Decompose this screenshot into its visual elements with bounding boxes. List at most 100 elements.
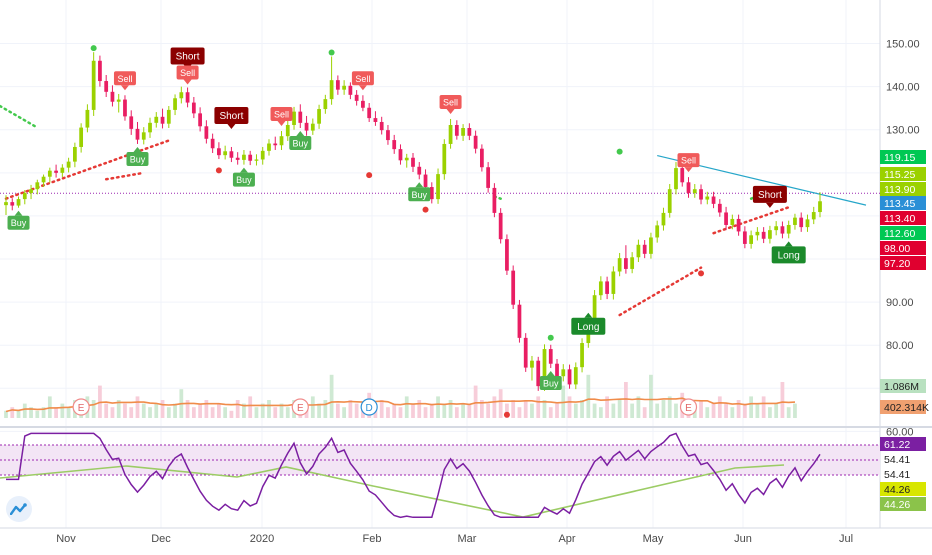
price-badge-label: 1.086M xyxy=(884,381,919,393)
candle-body xyxy=(185,92,190,103)
signal-pointer xyxy=(446,108,455,114)
candle-body xyxy=(85,109,90,128)
signal-pointer xyxy=(183,79,192,85)
candle-body xyxy=(329,80,334,100)
candle-body xyxy=(392,140,397,150)
price-badge-label: 402.314K xyxy=(884,402,929,414)
candle-body xyxy=(686,182,691,194)
candle-body xyxy=(705,196,710,200)
candle-body xyxy=(611,271,616,294)
candle-body xyxy=(22,193,27,200)
signal-pointer xyxy=(133,146,142,152)
signal-pointer xyxy=(14,210,23,216)
candle-body xyxy=(730,218,735,225)
candle-body xyxy=(110,91,115,102)
signal-box xyxy=(232,172,255,187)
tradingview-logo[interactable] xyxy=(6,496,32,522)
volume-bar xyxy=(649,374,653,418)
pivot-low-dot xyxy=(503,411,510,418)
candle-body xyxy=(361,100,365,108)
volume-bar xyxy=(10,407,15,418)
volume-bar xyxy=(160,400,165,418)
candle-body xyxy=(279,136,284,146)
candle-body xyxy=(818,201,822,213)
volume-bar xyxy=(511,400,516,418)
volume-bar xyxy=(429,403,434,418)
price-badge-box xyxy=(880,167,926,181)
event-marker-e: E xyxy=(679,398,698,416)
candle-body xyxy=(10,202,15,206)
candle-body xyxy=(285,124,290,137)
price-tick-label: 90.00 xyxy=(886,297,914,309)
volume-bar xyxy=(310,396,315,418)
event-marker-label: D xyxy=(366,403,373,414)
candle-body xyxy=(442,143,447,175)
candle-body xyxy=(267,143,271,151)
volume-bar xyxy=(104,403,109,418)
candle-body xyxy=(354,94,359,101)
volume-bar xyxy=(398,407,403,418)
candle-body xyxy=(198,113,202,127)
candle-body xyxy=(160,116,165,124)
volume-bar xyxy=(41,407,46,418)
signal-buy: Buy xyxy=(232,167,255,187)
candle-body xyxy=(135,128,140,140)
volume-bar xyxy=(411,403,415,418)
signal-text: Buy xyxy=(412,190,428,200)
price-badge-box xyxy=(880,196,926,210)
volume-bar xyxy=(555,403,559,418)
volume-bar xyxy=(768,407,772,418)
pivot-low-dot xyxy=(366,172,373,179)
volume-bar xyxy=(29,407,33,418)
candle-body xyxy=(674,168,678,190)
volume-bar xyxy=(536,396,541,418)
signal-pointer xyxy=(684,167,693,173)
volume-bar xyxy=(442,403,447,418)
volume-bar xyxy=(392,403,397,418)
volume-bar xyxy=(354,403,359,418)
event-marker-circle xyxy=(291,398,309,416)
price-badge: 115.25 xyxy=(880,167,926,181)
signal-pointer xyxy=(120,85,129,91)
volume-bar xyxy=(123,403,127,418)
volume-bar xyxy=(54,407,58,418)
price-badge-box xyxy=(880,241,926,255)
rsi-trend-line xyxy=(0,464,785,518)
volume-bar xyxy=(242,403,246,418)
candle-body xyxy=(479,148,484,168)
event-marker-d: D xyxy=(360,398,378,416)
time-tick-label: May xyxy=(643,533,664,545)
candle-body xyxy=(436,174,440,200)
pivot-low-dot xyxy=(215,167,222,174)
volume-bar xyxy=(148,407,152,418)
volume-bar xyxy=(342,407,347,418)
candle-body xyxy=(373,118,378,122)
signal-box xyxy=(539,376,562,391)
signal-box xyxy=(126,151,149,166)
volume-bar xyxy=(279,403,284,418)
volume-bar xyxy=(467,403,472,418)
event-marker-circle xyxy=(360,398,378,416)
candle-body xyxy=(561,369,566,377)
candle-body xyxy=(448,124,453,144)
candle-body xyxy=(254,159,259,161)
signal-box xyxy=(752,185,787,203)
rsi-badge-label: 54.41 xyxy=(884,454,910,466)
event-marker-e: E xyxy=(72,398,90,416)
volume-bar xyxy=(116,400,121,418)
candle-body xyxy=(173,98,177,110)
signal-pointer xyxy=(227,123,236,129)
price-badge-box xyxy=(880,379,926,393)
rsi-badge-label: 54.41 xyxy=(884,469,910,481)
grid xyxy=(0,0,880,528)
candle-body xyxy=(636,244,641,258)
signal-box xyxy=(270,107,293,122)
signal-buy: Buy xyxy=(408,182,431,202)
candle-body xyxy=(229,151,234,158)
candle-body xyxy=(41,176,46,183)
signal-text: Buy xyxy=(130,154,146,164)
rsi-pane: 61.22 54.41 54.41 44.26 44.26 xyxy=(0,432,926,519)
candle-body xyxy=(617,258,622,272)
